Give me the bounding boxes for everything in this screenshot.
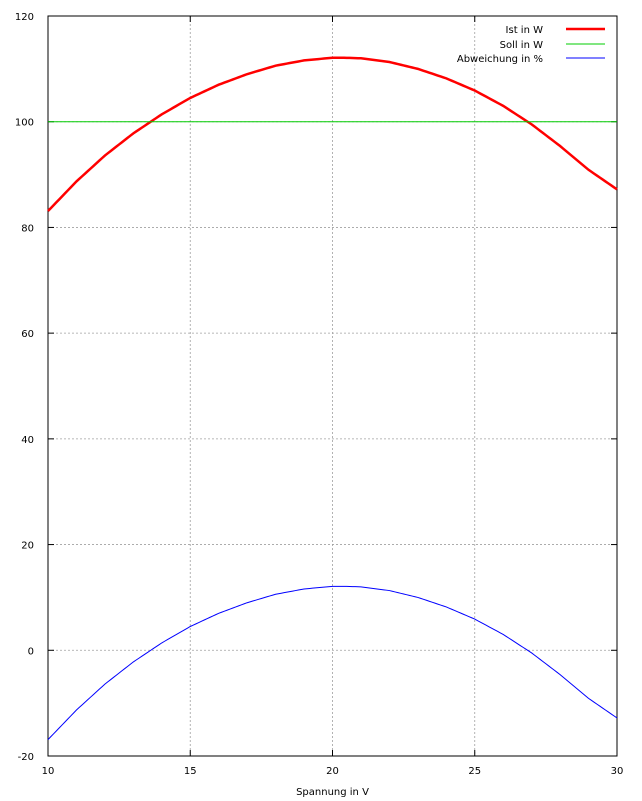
- x-tick-label: 10: [42, 766, 55, 777]
- legend-label: Abweichung in %: [457, 54, 543, 65]
- y-tick-label: 20: [21, 541, 34, 552]
- x-tick-label: 30: [611, 766, 624, 777]
- x-axis-label: Spannung in V: [296, 787, 369, 798]
- series-line-1: [47, 56, 618, 212]
- x-tick-label: 25: [468, 766, 481, 777]
- grid: [48, 16, 617, 756]
- series-line-3: [47, 585, 618, 740]
- y-tick-label: -20: [18, 752, 34, 763]
- y-tick-label: 120: [15, 12, 34, 23]
- legend: Ist in W Soll in W Abweichung in %: [457, 25, 605, 65]
- y-tick-label: 0: [28, 646, 34, 657]
- y-tick-label: 60: [21, 329, 34, 340]
- y-tick-label: 100: [15, 118, 34, 129]
- x-tick-label: 20: [326, 766, 339, 777]
- legend-label: Ist in W: [506, 25, 544, 36]
- y-tick-label: 40: [21, 435, 34, 446]
- series-lines: [47, 56, 618, 740]
- axis-ticks: 10 15 20 25 30 -20 0 20 40 60 80 100 120: [15, 12, 623, 777]
- y-tick-label: 80: [21, 223, 34, 234]
- x-tick-label: 15: [184, 766, 197, 777]
- legend-label: Soll in W: [500, 40, 543, 51]
